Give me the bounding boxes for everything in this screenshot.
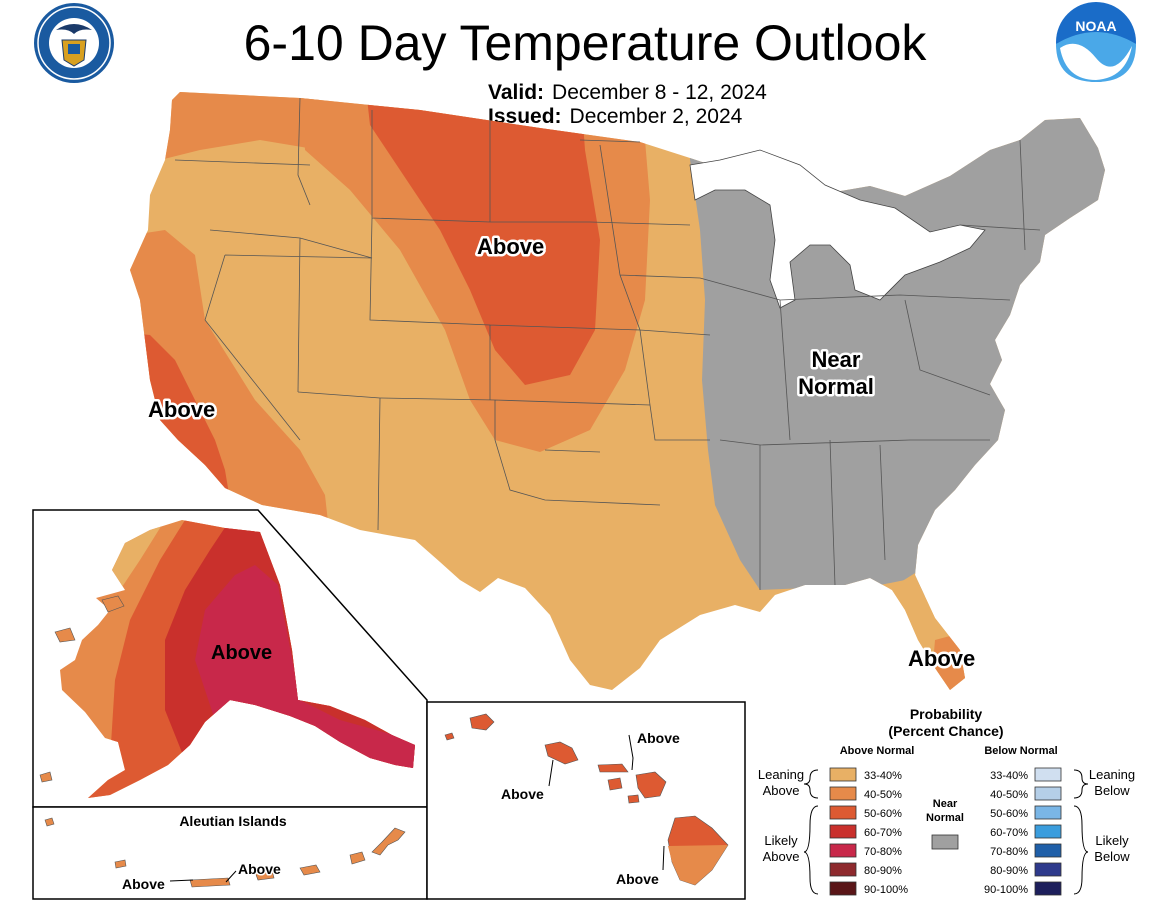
legend-below-swatch (1034, 824, 1062, 839)
leaning-above-line1: Leaning (758, 767, 804, 782)
near-normal-line2: Normal (926, 812, 964, 824)
band-nw-40-50 (160, 92, 320, 160)
issued-date: Issued: December 2, 2024 (488, 105, 742, 129)
legend-below-swatches: 33-40% 40-50% 50-60% 60-70% 70-80% 80-90% 90-1… (984, 767, 1062, 896)
near-normal-label-line2: Normal (798, 374, 874, 399)
legend-above-swatch (829, 767, 857, 782)
aleutian-right-leader (225, 870, 237, 883)
legend-below-label: 50-60% (990, 808, 1028, 820)
legend-above-swatch (829, 862, 857, 877)
issued-value: December 2, 2024 (569, 105, 743, 128)
near-normal-label-line1: Near (812, 347, 861, 372)
legend-above-swatch (829, 843, 857, 858)
leaning-above-brace (803, 769, 819, 799)
valid-label: Valid: (488, 81, 545, 104)
likely-below-line1: Likely (1095, 833, 1129, 848)
legend-title: Probability (910, 706, 983, 722)
hawaii-big-island-south (668, 845, 728, 885)
legend-above-label: 60-70% (864, 827, 902, 839)
legend-above-swatches: 33-40% 40-50% 50-60% 60-70% 70-80% 80-90% 90-1… (829, 767, 908, 896)
legend-subtitle: (Percent Chance) (888, 723, 1003, 739)
issued-label: Issued: (488, 105, 562, 128)
hawaii-maui-label: Above (637, 730, 680, 746)
great-lakes (689, 149, 986, 309)
hawaii-inset: Above Above Above (426, 701, 746, 900)
valid-value: December 8 - 12, 2024 (552, 81, 767, 104)
california-label: Above (148, 397, 215, 422)
legend-below-label: 80-90% (990, 865, 1028, 877)
near-normal-line1: Near (933, 798, 958, 810)
legend-below-label: 70-80% (990, 846, 1028, 858)
near-normal-swatch (931, 834, 959, 850)
legend-below-swatch (1034, 786, 1062, 801)
likely-above-line2: Above (763, 849, 800, 864)
hawaii-left-label: Above (501, 786, 544, 802)
leaning-above-line2: Above (763, 783, 800, 798)
hawaii-leaders (548, 734, 665, 871)
aleutian-islands (44, 817, 406, 888)
band-plains-50-60 (365, 92, 600, 385)
legend-below-swatch (1034, 767, 1062, 782)
likely-below-line2: Below (1094, 849, 1130, 864)
legend-above-label: 33-40% (864, 770, 902, 782)
legend-below-swatch (1034, 843, 1062, 858)
legend-above-swatch (829, 824, 857, 839)
noaa-logo-text: NOAA (1075, 18, 1116, 34)
legend-above-header: Above Normal (840, 745, 915, 757)
florida-label: Above (908, 646, 975, 671)
legend-above-swatch (829, 805, 857, 820)
legend-below-swatch (1034, 881, 1062, 896)
north-plains-label: Above (477, 234, 544, 259)
likely-above-line1: Likely (764, 833, 798, 848)
leaning-below-line2: Below (1094, 783, 1130, 798)
legend-above-label: 80-90% (864, 865, 902, 877)
map-title: 6-10 Day Temperature Outlook (243, 15, 927, 71)
legend-above-label: 90-100% (864, 884, 908, 896)
likely-above-brace (803, 805, 819, 895)
legend-below-swatch (1034, 805, 1062, 820)
hawaii-big-island-label: Above (616, 871, 659, 887)
legend-above-label: 70-80% (864, 846, 902, 858)
commerce-seal-icon (34, 3, 114, 83)
legend-below-swatch (1034, 862, 1062, 877)
conus-map (130, 92, 1105, 690)
state-borders (174, 97, 1041, 590)
aleutian-left-leader (169, 879, 194, 882)
legend-above-swatch (829, 786, 857, 801)
aleutian-right-label: Above (238, 861, 281, 877)
alaska-islands (39, 595, 125, 783)
aleutian-left-label: Above (122, 876, 165, 892)
legend-below-header: Below Normal (984, 745, 1057, 757)
leaning-below-brace (1073, 769, 1089, 799)
noaa-logo-icon: NOAA (1056, 2, 1136, 82)
legend-below-label: 33-40% (990, 770, 1028, 782)
valid-dates: Valid: December 8 - 12, 2024 (488, 81, 767, 105)
legend-below-label: 60-70% (990, 827, 1028, 839)
aleutian-title: Aleutian Islands (179, 813, 287, 829)
leaning-below-line1: Leaning (1089, 767, 1135, 782)
legend-above-label: 50-60% (864, 808, 902, 820)
legend-below-label: 40-50% (990, 789, 1028, 801)
legend-above-swatch (829, 881, 857, 896)
alaska-label: Above (211, 642, 272, 664)
legend-below-label: 90-100% (984, 884, 1028, 896)
probability-legend: Probability (Percent Chance) Above Norma… (758, 706, 1135, 896)
alaska-inset: Aleutian Islands Above Above (32, 509, 428, 900)
legend-above-label: 40-50% (864, 789, 902, 801)
likely-below-brace (1073, 805, 1089, 895)
